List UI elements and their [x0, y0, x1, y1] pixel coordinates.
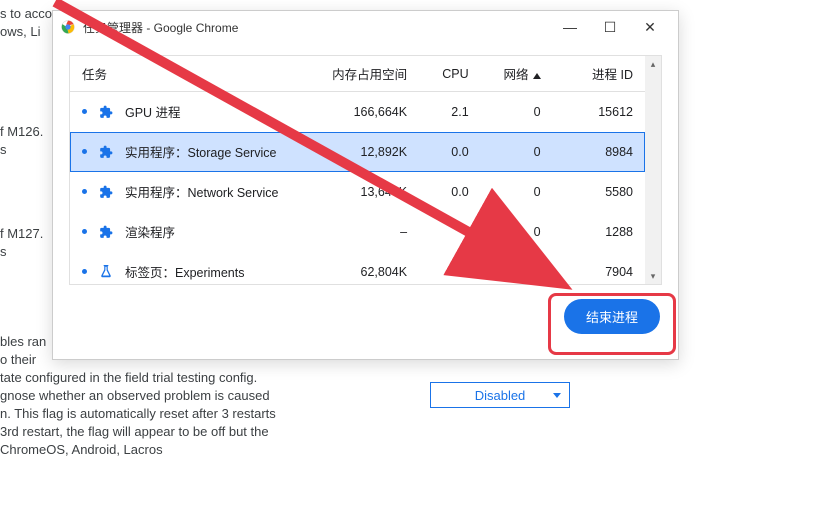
cell-pid: 5580: [553, 172, 645, 212]
bg-text: f M126.: [0, 122, 43, 142]
puzzle-icon: [98, 144, 114, 160]
minimize-button[interactable]: —: [550, 13, 590, 41]
cell-memory: 13,644K: [316, 172, 419, 212]
cell-memory: 12,892K: [316, 132, 419, 172]
bg-text: n. This flag is automatically reset afte…: [0, 404, 276, 424]
puzzle-icon: [98, 224, 114, 240]
task-table: 任务 内存占用空间 CPU 网络 进程 ID GPU 进程 166,664K2.1…: [70, 56, 645, 292]
cell-cpu: [419, 212, 481, 252]
cell-cpu: 2.1: [419, 92, 481, 132]
bg-text: s: [0, 140, 7, 160]
table-row[interactable]: 实用程序：Storage Service 12,892K0.008984: [70, 132, 645, 172]
flag-select[interactable]: Disabled: [430, 382, 570, 408]
titlebar[interactable]: 任务管理器 - Google Chrome — ☐ ✕: [53, 11, 678, 43]
bg-text: s: [0, 242, 7, 262]
cell-network: 0: [481, 172, 553, 212]
cell-memory: –: [316, 212, 419, 252]
chrome-icon: [61, 20, 75, 34]
bg-text: ChromeOS, Android, Lacros: [0, 440, 163, 460]
col-task[interactable]: 任务: [70, 56, 316, 92]
bg-text: 3rd restart, the flag will appear to be …: [0, 422, 269, 442]
cell-pid: 7904: [553, 252, 645, 292]
flag-select-value: Disabled: [475, 388, 526, 403]
bullet-icon: [82, 229, 87, 234]
window-title: 任务管理器 - Google Chrome: [83, 19, 238, 36]
puzzle-icon: [98, 184, 114, 200]
cell-cpu: 0.1: [419, 252, 481, 292]
cell-cpu: 0.0: [419, 172, 481, 212]
cell-network: 0: [481, 132, 553, 172]
task-table-container: 任务 内存占用空间 CPU 网络 进程 ID GPU 进程 166,664K2.1…: [69, 55, 662, 285]
table-row[interactable]: 标签页：Experiments 62,804K0.107904: [70, 252, 645, 292]
task-name: 实用程序：Storage Service: [125, 142, 276, 161]
sort-indicator-icon: [533, 73, 541, 79]
cell-pid: 1288: [553, 212, 645, 252]
cell-memory: 166,664K: [316, 92, 419, 132]
cell-network: 0: [481, 252, 553, 292]
col-network[interactable]: 网络: [481, 56, 553, 92]
cell-cpu: 0.0: [419, 132, 481, 172]
cell-memory: 62,804K: [316, 252, 419, 292]
bg-text: ows, Li: [0, 22, 40, 42]
cell-pid: 15612: [553, 92, 645, 132]
bullet-icon: [82, 269, 87, 274]
cell-pid: 8984: [553, 132, 645, 172]
cell-network: 0: [481, 212, 553, 252]
maximize-button[interactable]: ☐: [590, 13, 630, 41]
cell-network: 0: [481, 92, 553, 132]
bg-text: tate configured in the field trial testi…: [0, 368, 257, 388]
scroll-down-icon[interactable]: ▾: [645, 268, 661, 284]
table-row[interactable]: 渲染程序 – 01288: [70, 212, 645, 252]
flask-icon: [98, 264, 114, 280]
col-memory[interactable]: 内存占用空间: [316, 56, 419, 92]
bg-text: s to acco: [0, 4, 52, 24]
close-button[interactable]: ✕: [630, 13, 670, 41]
bg-text: gnose whether an observed problem is cau…: [0, 386, 270, 406]
bullet-icon: [82, 109, 87, 114]
col-pid[interactable]: 进程 ID: [553, 56, 645, 92]
scrollbar[interactable]: ▴ ▾: [645, 56, 661, 284]
bg-text: bles ran: [0, 332, 46, 352]
bullet-icon: [82, 149, 87, 154]
table-row[interactable]: 实用程序：Network Service 13,644K0.005580: [70, 172, 645, 212]
bullet-icon: [82, 189, 87, 194]
col-cpu[interactable]: CPU: [419, 56, 481, 92]
task-name: GPU 进程: [125, 102, 181, 121]
task-name: 渲染程序: [125, 222, 175, 241]
bg-text: f M127.: [0, 224, 43, 244]
task-name: 实用程序：Network Service: [125, 182, 279, 201]
task-manager-window: 任务管理器 - Google Chrome — ☐ ✕ 任务 内存占用空间 CP…: [52, 10, 679, 360]
bg-text: o their: [0, 350, 36, 370]
table-row[interactable]: GPU 进程 166,664K2.1015612: [70, 92, 645, 132]
end-process-button[interactable]: 结束进程: [564, 299, 660, 334]
scroll-up-icon[interactable]: ▴: [645, 56, 661, 72]
task-name: 标签页：Experiments: [125, 262, 244, 281]
puzzle-icon: [98, 104, 114, 120]
